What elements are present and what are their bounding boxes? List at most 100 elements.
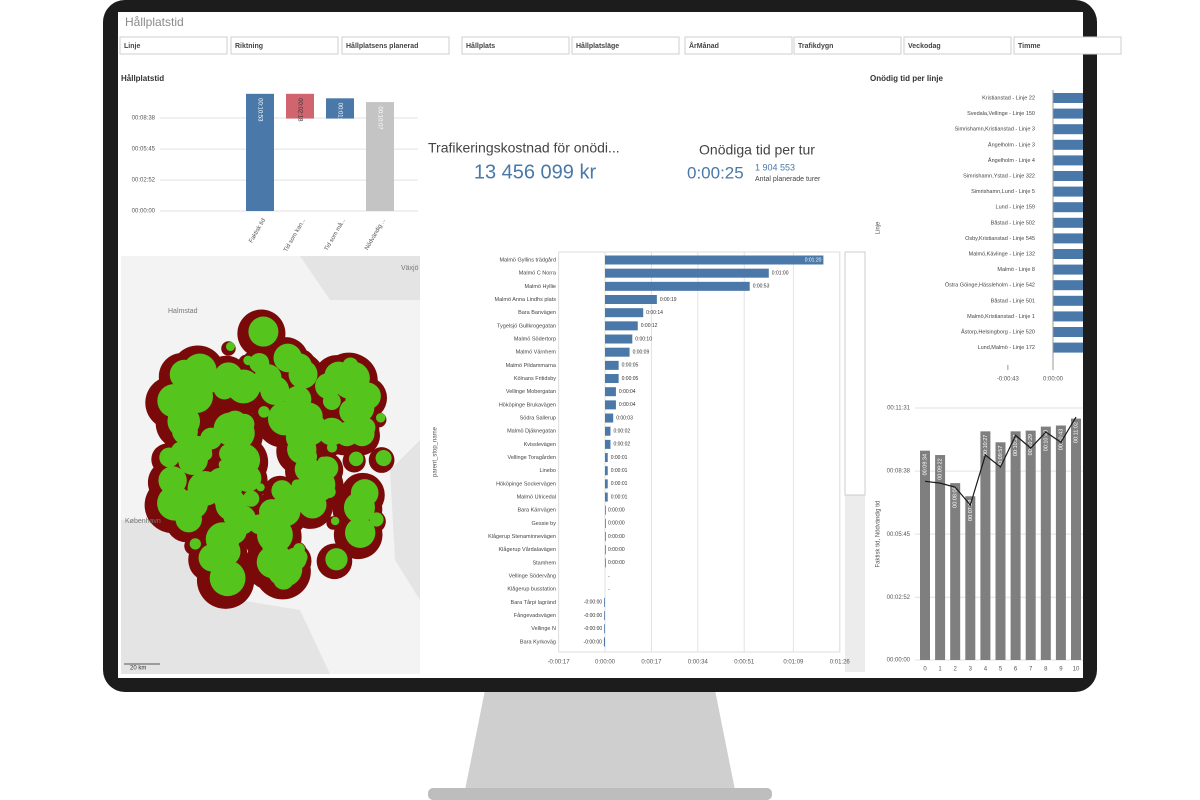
bar [950,483,961,660]
y-tick-label: Kölnans Fritidsby [514,376,556,382]
map-bubble [326,442,338,453]
bar [1053,342,1083,353]
kpi-title: Trafikeringskostnad för onödi... [428,140,620,156]
y-tick-label: Simrishamn,Kristianstad - Linje 3 [955,127,1035,133]
value-label: 00:10:27 [983,435,989,456]
map-bubble [222,410,248,435]
value-label: 00:10:07 [376,106,382,130]
filter-box[interactable] [119,36,228,55]
map-bubble [187,470,223,506]
y-tick-label: Båstad - Linje 501 [991,297,1035,304]
y-tick-label: 00:05:45 [132,147,156,153]
y-tick-label: Fångevadsvägen [514,612,556,619]
bar [1053,327,1083,337]
monitor-stand [465,690,735,790]
y-tick-label: Åstorp,Helsingborg - Linje 520 [961,328,1035,335]
y-tick-label: Lund,Malmö - Linje 172 [978,345,1035,351]
bar [604,597,605,607]
filter-label: Hållplatsens planerad [346,42,418,50]
x-tick-label: 8 [1044,667,1048,673]
filter-box[interactable] [230,36,339,55]
filter-label: Timme [1018,43,1041,50]
y-tick-label: Hököpinge Sockervägen [496,481,556,487]
map-bubble [233,464,262,492]
bar [605,545,606,555]
bar [1053,155,1083,166]
bar [604,624,605,634]
value-label: 0:00:01 [611,494,628,500]
map-bubble [258,406,270,418]
y-axis-title: Linje [876,221,882,234]
map: Halmstad Växjö København 20 km [121,256,420,674]
map-bubble [294,456,321,483]
map-bubble [353,387,368,401]
filter-label: Linje [124,43,140,50]
bar [605,387,616,397]
y-tick-label: Malmö,Kristianstad - Linje 1 [967,314,1035,320]
map-bubble [158,466,187,495]
filter-box[interactable] [341,36,450,55]
bar [603,637,605,647]
bar [1053,233,1083,244]
bar [965,496,976,660]
y-tick-label: Malmö,Kävlinge - Linje 132 [969,251,1035,257]
map-bubble [291,479,302,490]
y-tick-label: Malmö Anna Lindhs plats [495,297,557,303]
x-tick-label: 1 [938,667,942,673]
bar [605,334,633,344]
map-bubble [273,343,303,373]
map-bubble [349,421,375,447]
bar [1025,430,1036,660]
filter-box[interactable] [1013,36,1122,55]
value-label: 0:00:00 [608,508,625,514]
x-tick-label: 0:00:00 [595,660,616,666]
bar [1053,295,1083,306]
bar [605,321,638,331]
bar [995,442,1006,660]
y-tick-label: 00:00:00 [132,209,156,215]
map-bubble [281,407,292,417]
map-bubble [344,393,375,423]
value-label: 0:00:03 [616,415,633,421]
filter-box[interactable] [684,36,793,55]
bar [326,98,354,119]
map-bubble [200,427,222,450]
map-bubble [267,401,302,436]
y-tick-label: 00:02:52 [132,178,156,184]
value-label: - [608,573,610,579]
bar [605,532,606,542]
map-bubble [206,479,220,494]
y-tick-label: Ängelholm - Linje 4 [988,157,1035,164]
x-tick-label: 10 [1073,667,1080,673]
y-tick-label: Malmö Djäknegatan [507,429,556,435]
y-tick-label: Osby,Kristianstad - Linje 545 [965,236,1035,242]
filter-box[interactable] [903,36,1012,55]
y-tick-label: 00:08:38 [887,469,911,475]
value-label: 0:00:05 [622,363,639,369]
bar [605,413,614,423]
y-tick-label: 00:11:31 [887,406,911,412]
filter-box[interactable] [571,36,680,55]
map-bubble [225,432,243,450]
value-label: 0:00:01 [611,468,628,474]
bar [1040,426,1051,660]
map-bubble [344,517,376,548]
map-bubble [169,359,200,390]
filter-box[interactable] [793,36,902,55]
value-label: 00:02:18 [296,98,302,122]
y-tick-label: Malmö Ulricedal [517,495,556,501]
scroll-thumb[interactable] [844,251,866,496]
bar [1053,139,1083,150]
y-tick-label: Vellinge Södervång [509,573,556,580]
bar [605,360,619,370]
value-label: 0:00:12 [641,323,658,329]
filter-label: Hållplats [466,42,495,50]
chart-title: Hållplatstid [121,74,164,83]
y-tick-label: Malmö Pildammarna [506,363,557,369]
map-bubble [343,491,375,524]
kpi-sub-value: 1 904 553 [755,162,795,172]
bar [605,558,606,568]
bar [1010,431,1021,660]
filter-label: Trafikdygn [798,43,833,50]
filter-box[interactable] [461,36,570,55]
